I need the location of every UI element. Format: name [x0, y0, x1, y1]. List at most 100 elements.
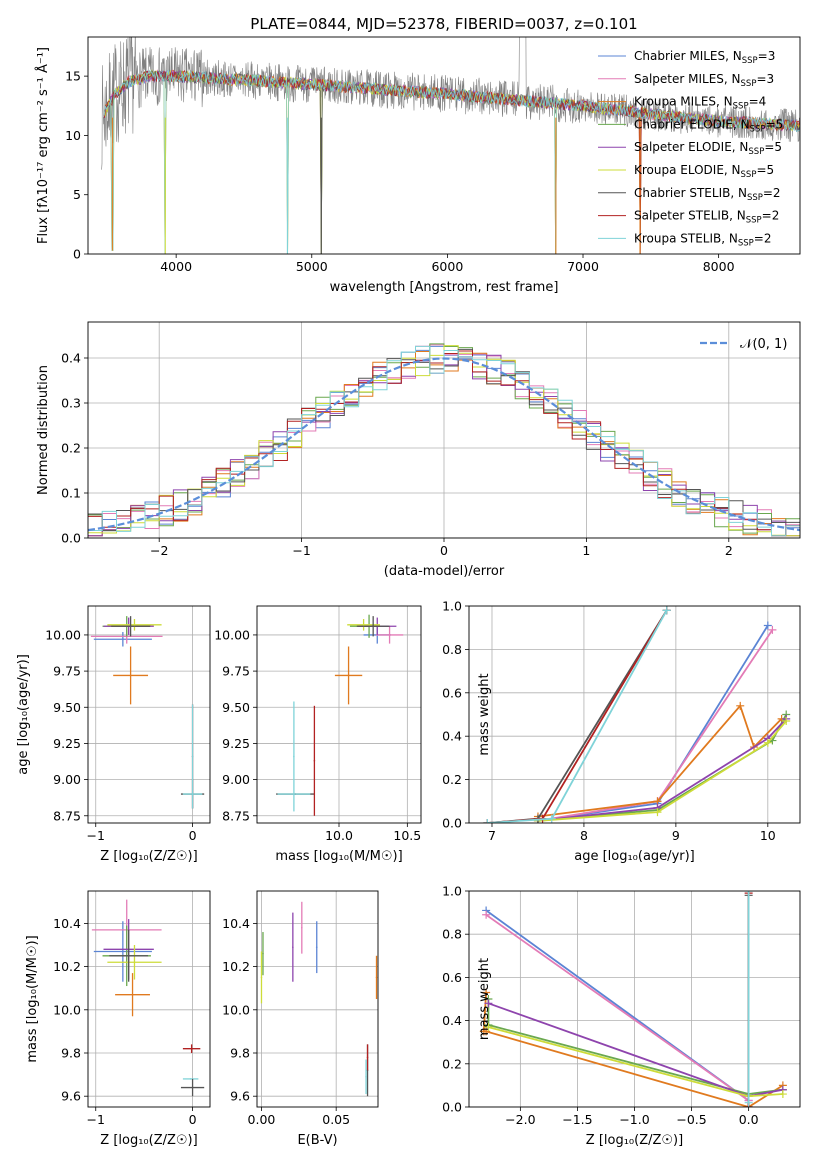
y-tick-label: 0.1 — [61, 486, 81, 501]
x-tick-label: −2.0 — [505, 1112, 535, 1127]
x-tick-label: 10 — [760, 828, 776, 843]
y-tick-label: 0.6 — [442, 685, 462, 700]
data-point — [191, 793, 194, 795]
weight-line — [487, 609, 668, 823]
y-tick-label: 9.25 — [222, 736, 250, 751]
x-tick-label: 5000 — [296, 259, 328, 274]
weight-line — [482, 992, 784, 1107]
data-point — [122, 950, 124, 953]
axes-frame — [87, 605, 211, 824]
y-tick-label: 9.50 — [222, 700, 250, 715]
data-point — [293, 755, 295, 758]
data-point — [388, 634, 391, 636]
y-axis-label: mass weight — [477, 958, 492, 1040]
x-tick-label: −1 — [292, 543, 310, 558]
weight-line — [488, 1002, 784, 1098]
legend-entry: Chabrier MILES, NSSP=3 — [634, 49, 775, 66]
data-point — [366, 1056, 369, 1059]
observed-spectrum-line — [101, 37, 800, 170]
legend-value: =2 — [763, 186, 781, 200]
y-tick-label: 0.6 — [442, 970, 462, 985]
weight-line — [537, 629, 774, 822]
normal-curve — [88, 357, 800, 532]
y-tick-label: 0.2 — [442, 1056, 462, 1071]
legend-entry: Salpeter STELIB, NSSP=2 — [634, 209, 779, 226]
y-tick-label: 9.25 — [53, 736, 81, 751]
legend-subscript: SSP — [741, 170, 757, 180]
y-tick-label: 9.00 — [53, 772, 81, 787]
tick-marks: −2.0 −1.5 −1.0 −0.5 0.0 0.0 0.2 0.4 0.6 0.8 1.0 — [442, 884, 759, 1128]
legend-entry: Salpeter MILES, NSSP=3 — [634, 72, 774, 89]
weight-marker — [768, 625, 777, 634]
y-tick-label: 0.4 — [61, 351, 81, 366]
grid-lines — [469, 606, 800, 823]
y-tick-label: 9.6 — [230, 1089, 250, 1104]
legend-value: =5 — [756, 163, 774, 177]
model-spectrum-line — [103, 69, 800, 254]
y-tick-label: 10.0 — [53, 1002, 81, 1017]
y-tick-label: 15 — [65, 69, 81, 84]
y-tick-label: 10.00 — [45, 627, 81, 642]
y-tick-label: 10.2 — [53, 959, 81, 974]
legend-value: =5 — [764, 140, 782, 154]
weight-marker — [744, 891, 753, 895]
x-tick-label: 0.0 — [739, 1112, 759, 1127]
legend-entry: Kroupa STELIB, NSSP=2 — [634, 231, 772, 248]
x-tick-label: 2 — [725, 543, 733, 558]
tick-marks: 4000 5000 6000 7000 8000 0 5 10 15 — [65, 69, 734, 274]
data-point — [127, 955, 130, 957]
legend-subscript: SSP — [738, 238, 754, 248]
y-tick-label: 9.75 — [53, 664, 81, 679]
weight-marker — [484, 999, 493, 1008]
data-point — [133, 624, 136, 626]
y-axis-label: mass [log₁₀(M/M☉)] — [25, 935, 40, 1062]
legend-subscript: SSP — [747, 193, 763, 203]
weight-marker — [778, 1090, 787, 1099]
x-axis-label: wavelength [Angstrom, rest frame] — [330, 280, 559, 295]
y-tick-label: 10.4 — [222, 916, 250, 931]
tick-marks: −1 0 9.6 9.8 10.0 10.2 10.4 — [53, 916, 196, 1127]
tick-marks: 0.00 0.05 9.6 9.8 10.0 10.2 10.4 — [222, 916, 350, 1127]
grid-lines — [257, 606, 421, 823]
weight-line — [537, 625, 769, 822]
data-point — [315, 946, 318, 948]
panel-weight_vs_age: 7 8 9 10 0.0 0.2 0.4 0.6 0.8 1.0 age [log₁₀(age/yr… — [442, 599, 801, 864]
y-tick-label: 9.6 — [61, 1089, 81, 1104]
x-tick-label: −1.0 — [619, 1112, 649, 1127]
data-point — [189, 1078, 192, 1080]
x-tick-label: 0 — [189, 1112, 197, 1127]
model-spectrum-line — [103, 69, 800, 254]
grid-lines — [88, 606, 210, 823]
x-tick-label: 8 — [580, 828, 588, 843]
tick-marks: −1 0 8.75 9.00 9.25 9.50 9.75 10.00 — [45, 627, 196, 843]
x-tick-label: 0 — [440, 543, 448, 558]
y-tick-label: 9.8 — [61, 1046, 81, 1061]
y-tick-label: 10 — [65, 128, 81, 143]
weight-marker — [484, 1023, 493, 1032]
y-tick-label: 0.0 — [61, 531, 81, 546]
y-tick-label: 0.4 — [442, 729, 462, 744]
plot-area — [101, 37, 800, 254]
x-tick-label: 0.05 — [322, 1112, 350, 1127]
y-tick-label: 1.0 — [442, 599, 462, 614]
x-tick-label: −1 — [87, 828, 105, 843]
y-axis-label: Flux [fλ10⁻¹⁷ erg cm⁻² s⁻¹ Å⁻¹] — [35, 47, 51, 244]
plot-area — [88, 891, 210, 1107]
weight-marker — [547, 814, 556, 823]
legend-subscript: SSP — [746, 216, 762, 226]
data-point — [301, 926, 303, 929]
y-tick-label: 0.3 — [61, 396, 81, 411]
axes-frame — [256, 890, 379, 1108]
plot-area — [469, 891, 800, 1107]
legend-entry: Chabrier STELIB, NSSP=2 — [634, 186, 781, 203]
weight-line — [487, 609, 668, 823]
y-tick-label: 10.4 — [53, 916, 81, 931]
x-tick-label: −2 — [150, 543, 168, 558]
y-tick-label: 9.00 — [222, 772, 250, 787]
y-tick-label: 10.00 — [214, 627, 250, 642]
y-axis-label: mass weight — [477, 673, 492, 755]
plot-area — [88, 322, 800, 538]
data-point — [122, 638, 124, 641]
data-point — [375, 976, 378, 979]
y-tick-label: 8.75 — [222, 808, 250, 823]
